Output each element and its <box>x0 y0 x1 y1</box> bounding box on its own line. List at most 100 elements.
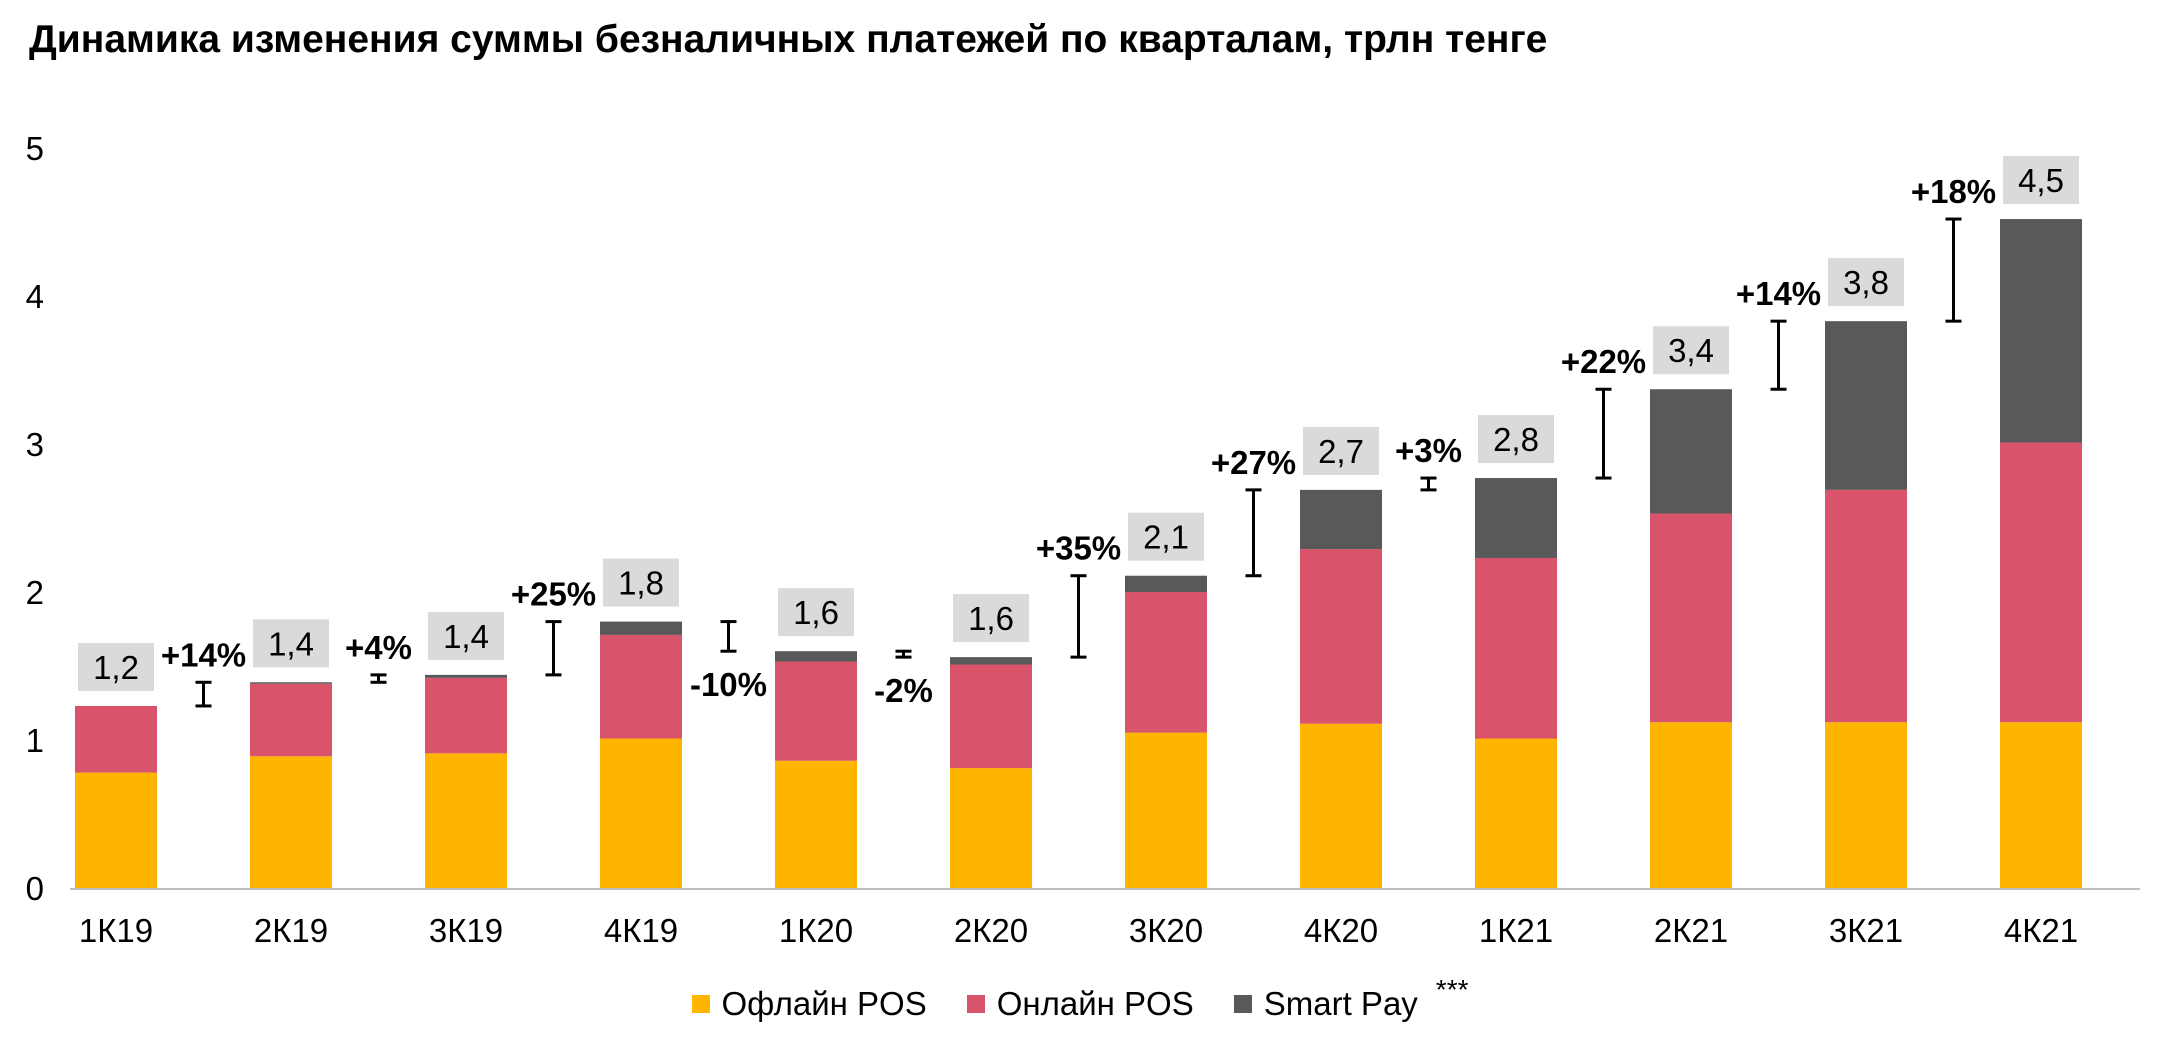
bar-segment <box>250 756 332 888</box>
total-label-box <box>1128 512 1204 561</box>
legend-item: Офлайн POS <box>691 985 927 1023</box>
x-tick-label: 1К21 <box>1479 912 1553 949</box>
total-label: 3,8 <box>1843 264 1889 301</box>
bar-segment <box>1825 722 1907 888</box>
bar-segment <box>1475 557 1557 739</box>
x-tick-label: 3К19 <box>429 912 503 949</box>
total-label-box <box>953 594 1029 643</box>
bar-segment <box>2000 219 2082 443</box>
bar-segment <box>1650 389 1732 514</box>
chart-legend: Офлайн POS Онлайн POS Smart Pay *** <box>0 974 2160 1023</box>
growth-label: -10% <box>690 666 767 703</box>
total-label-box <box>778 588 854 637</box>
y-tick-label: 0 <box>26 870 44 907</box>
legend-swatch <box>1233 995 1252 1013</box>
legend-item: Онлайн POS <box>966 985 1194 1023</box>
total-label: 1,8 <box>618 565 664 602</box>
growth-label: +4% <box>345 629 412 666</box>
legend-label: Онлайн POS <box>996 985 1194 1022</box>
bar-segment <box>1300 549 1382 724</box>
x-tick-label: 2К21 <box>1654 912 1728 949</box>
total-label-box <box>1478 415 1554 464</box>
bar-segment <box>1125 732 1207 888</box>
bar-segment <box>600 738 682 888</box>
legend-label: Smart Pay <box>1263 985 1418 1022</box>
legend-footnote-mark: *** <box>1435 974 1469 1005</box>
total-label-box <box>428 611 504 660</box>
x-tick-label: 3К21 <box>1829 912 1903 949</box>
x-tick-label: 1К20 <box>779 912 853 949</box>
total-label-box <box>78 642 154 691</box>
legend-swatch <box>691 995 710 1013</box>
growth-label: +18% <box>1911 173 1996 210</box>
bar-segment <box>1650 513 1732 723</box>
growth-label: +22% <box>1561 343 1646 380</box>
bar-segment <box>950 664 1032 769</box>
bar-segment <box>775 661 857 761</box>
bar-segment <box>2000 722 2082 888</box>
y-tick-label: 1 <box>26 722 44 759</box>
legend-item: Smart Pay *** <box>1233 974 1469 1023</box>
growth-label: +3% <box>1395 432 1462 469</box>
x-tick-label: 2К19 <box>254 912 328 949</box>
x-tick-label: 4К21 <box>2004 912 2078 949</box>
x-tick-label: 4К19 <box>604 912 678 949</box>
legend-label: Офлайн POS <box>721 985 927 1022</box>
bar-segment <box>425 753 507 888</box>
x-tick-label: 1К19 <box>79 912 153 949</box>
bar-segment <box>950 657 1032 665</box>
x-tick-label: 2К20 <box>954 912 1028 949</box>
bar-segment <box>1475 738 1557 888</box>
bar-segment <box>425 677 507 754</box>
total-label-box <box>1828 258 1904 307</box>
bar-segment <box>1125 575 1207 592</box>
y-tick-label: 3 <box>26 426 44 463</box>
total-label: 2,7 <box>1318 433 1364 470</box>
y-tick-label: 2 <box>26 574 44 611</box>
growth-label: +25% <box>511 576 596 613</box>
total-label: 3,4 <box>1668 332 1714 369</box>
legend-swatch <box>966 995 985 1013</box>
bar-segment <box>250 682 332 684</box>
bar-segment <box>1300 489 1382 550</box>
total-label: 1,6 <box>793 594 839 631</box>
total-label: 2,1 <box>1143 519 1189 556</box>
growth-label: +14% <box>1736 275 1821 312</box>
x-tick-label: 4К20 <box>1304 912 1378 949</box>
total-label-box <box>2003 156 2079 205</box>
bar-segment <box>1825 489 1907 723</box>
growth-label: +35% <box>1036 530 1121 567</box>
bar-segment <box>75 772 157 888</box>
total-label-box <box>1303 426 1379 475</box>
total-label: 1,2 <box>93 649 139 686</box>
bar-segment <box>775 760 857 888</box>
bar-segment <box>1825 321 1907 490</box>
growth-label: +14% <box>161 636 246 673</box>
bar-segment <box>1650 722 1732 888</box>
bar-segment <box>2000 442 2082 723</box>
x-tick-label: 3К20 <box>1129 912 1203 949</box>
bar-segment <box>425 674 507 678</box>
bar-segment <box>600 621 682 635</box>
bar-segment <box>75 705 157 773</box>
total-label-box <box>1653 326 1729 375</box>
bar-segment <box>600 634 682 739</box>
y-tick-label: 5 <box>26 130 44 167</box>
total-label: 4,5 <box>2018 162 2064 199</box>
bar-segment <box>775 651 857 662</box>
total-label-box <box>253 619 329 668</box>
bar-segment <box>950 768 1032 888</box>
total-label: 1,4 <box>268 625 314 662</box>
total-label-box <box>603 558 679 607</box>
bar-segment <box>1475 478 1557 558</box>
growth-label: -2% <box>874 672 933 709</box>
total-label: 1,4 <box>443 618 489 655</box>
y-tick-label: 4 <box>26 278 44 315</box>
total-label: 2,8 <box>1493 421 1539 458</box>
bar-segment <box>250 683 332 757</box>
bar-segment <box>1300 723 1382 888</box>
total-label: 1,6 <box>968 600 1014 637</box>
growth-label: +27% <box>1211 444 1296 481</box>
chart-title: Динамика изменения суммы безналичных пла… <box>29 18 1548 61</box>
